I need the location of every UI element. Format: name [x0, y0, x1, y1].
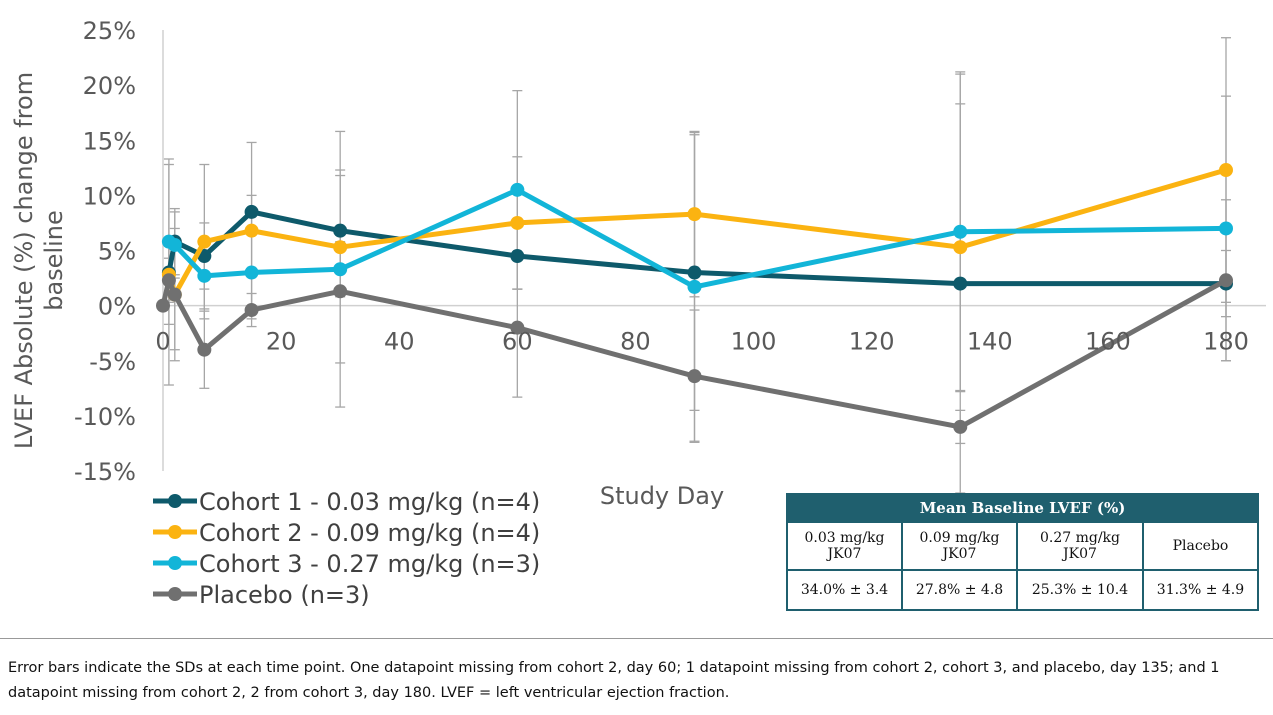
x-tick-label: 120: [849, 328, 895, 356]
data-point: [244, 303, 259, 318]
data-point: [1219, 273, 1233, 288]
data-point: [1219, 163, 1233, 178]
legend-label: Cohort 3 - 0.27 mg/kg (n=3): [199, 550, 540, 578]
data-point: [510, 320, 525, 335]
data-point: [197, 234, 212, 249]
x-axis-title: Study Day: [600, 482, 724, 510]
legend-swatch-marker: [168, 587, 182, 601]
line-chart: -15% -10% -5% 0% 5% 10% 15% 20% 25% 0 20 40 60 80 100 1…: [10, 17, 1266, 609]
x-tick-label: 60: [502, 328, 533, 356]
axes: [162, 30, 1266, 471]
data-point: [197, 342, 212, 357]
table-header-cell: Placebo: [1141, 521, 1260, 571]
data-point: [687, 279, 702, 294]
table-title: Mean Baseline LVEF (%): [786, 493, 1259, 523]
x-tick-label: 180: [1203, 328, 1249, 356]
table-value-cell: 27.8% ± 4.8: [901, 569, 1018, 611]
legend: Cohort 1 - 0.03 mg/kg (n=4) Cohort 2 - 0.…: [153, 488, 540, 609]
data-point: [687, 369, 702, 384]
x-tick-label: 140: [967, 328, 1013, 356]
table-value-cell: 25.3% ± 10.4: [1016, 569, 1144, 611]
legend-swatch-marker: [168, 494, 182, 508]
data-point: [156, 298, 170, 313]
x-tick-label: 40: [384, 328, 415, 356]
data-point: [333, 223, 348, 238]
data-point: [244, 265, 259, 280]
x-tick-label: 80: [620, 328, 651, 356]
y-tick-label: 10%: [83, 182, 136, 210]
data-point: [953, 276, 968, 291]
data-point: [333, 284, 348, 299]
y-tick-label: 15%: [83, 127, 136, 155]
table-value-cell: 34.0% ± 3.4: [786, 569, 903, 611]
x-tick-label: 20: [266, 328, 297, 356]
legend-label: Cohort 1 - 0.03 mg/kg (n=4): [199, 488, 540, 516]
table-header-cell: 0.03 mg/kg JK07: [786, 521, 903, 571]
legend-swatch-marker: [168, 556, 182, 570]
data-point: [244, 223, 259, 238]
data-point: [333, 240, 348, 255]
data-point: [161, 273, 176, 288]
data-point: [1219, 221, 1233, 236]
data-point: [953, 224, 968, 239]
y-tick-label: 20%: [83, 72, 136, 100]
data-point: [510, 215, 525, 230]
legend-label: Cohort 2 - 0.09 mg/kg (n=4): [199, 519, 540, 547]
data-point: [333, 262, 348, 277]
data-point: [510, 182, 525, 197]
table-value-cell: 31.3% ± 4.9: [1141, 569, 1260, 611]
x-tick-label: 100: [731, 328, 777, 356]
x-tick-label: 0: [155, 328, 170, 356]
baseline-lvef-table: Mean Baseline LVEF (%) 0.03 mg/kg JK07 0.…: [786, 493, 1260, 611]
data-point: [167, 287, 182, 302]
y-tick-label: 0%: [98, 293, 136, 321]
y-tick-label: -5%: [89, 348, 136, 376]
y-tick-label: -15%: [74, 458, 136, 486]
divider: [0, 638, 1273, 639]
table-header-cell: 0.09 mg/kg JK07: [901, 521, 1018, 571]
tick-labels: -15% -10% -5% 0% 5% 10% 15% 20% 25% 0 20 40 60 80 100 1…: [74, 17, 1249, 486]
data-point: [244, 204, 259, 219]
series-line-4: [160, 277, 1228, 430]
x-tick-label: 160: [1085, 328, 1131, 356]
data-point: [167, 237, 182, 252]
legend-label: Placebo (n=3): [199, 581, 370, 609]
table-header-cell: 0.27 mg/kg JK07: [1016, 521, 1144, 571]
series-lines: [156, 163, 1233, 434]
data-point: [687, 207, 702, 222]
footnote: Error bars indicate the SDs at each time…: [8, 660, 1220, 701]
legend-swatch-marker: [168, 525, 182, 539]
data-point: [510, 249, 525, 264]
y-tick-label: 5%: [98, 238, 136, 266]
y-tick-label: 25%: [83, 17, 136, 45]
data-point: [197, 268, 212, 283]
y-axis-title: LVEF Absolute (%) change frombaseline: [10, 72, 68, 449]
error-bars: [163, 37, 1231, 494]
data-point: [953, 419, 968, 434]
y-tick-label: -10%: [74, 403, 136, 431]
data-point: [687, 265, 702, 280]
data-point: [953, 240, 968, 255]
